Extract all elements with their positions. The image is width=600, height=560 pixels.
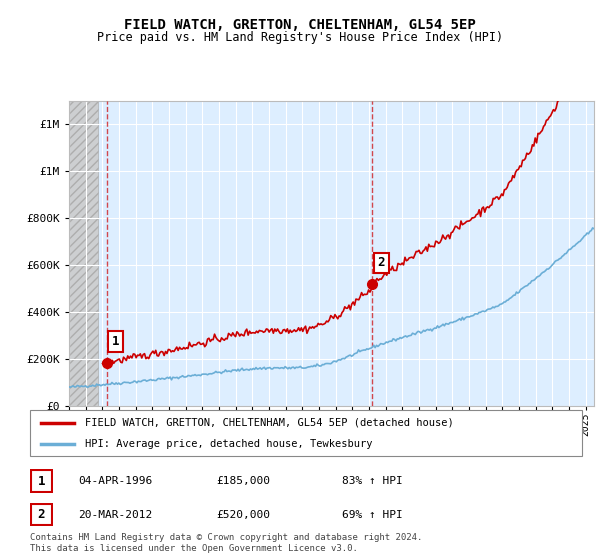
Text: 69% ↑ HPI: 69% ↑ HPI	[342, 510, 403, 520]
Text: FIELD WATCH, GRETTON, CHELTENHAM, GL54 5EP (detached house): FIELD WATCH, GRETTON, CHELTENHAM, GL54 5…	[85, 418, 454, 428]
Text: FIELD WATCH, GRETTON, CHELTENHAM, GL54 5EP: FIELD WATCH, GRETTON, CHELTENHAM, GL54 5…	[124, 18, 476, 32]
Text: 1: 1	[38, 474, 45, 488]
FancyBboxPatch shape	[30, 410, 582, 456]
Bar	[69, 101, 98, 406]
Text: £520,000: £520,000	[216, 510, 270, 520]
Text: HPI: Average price, detached house, Tewkesbury: HPI: Average price, detached house, Tewk…	[85, 439, 373, 449]
Text: 2: 2	[38, 508, 45, 521]
Text: 2: 2	[377, 256, 385, 269]
Text: 04-APR-1996: 04-APR-1996	[78, 476, 152, 486]
Text: 20-MAR-2012: 20-MAR-2012	[78, 510, 152, 520]
Text: 1: 1	[112, 335, 119, 348]
Text: Contains HM Land Registry data © Crown copyright and database right 2024.
This d: Contains HM Land Registry data © Crown c…	[30, 533, 422, 553]
Text: 83% ↑ HPI: 83% ↑ HPI	[342, 476, 403, 486]
Text: £185,000: £185,000	[216, 476, 270, 486]
FancyBboxPatch shape	[31, 470, 52, 492]
FancyBboxPatch shape	[31, 504, 52, 525]
Text: Price paid vs. HM Land Registry's House Price Index (HPI): Price paid vs. HM Land Registry's House …	[97, 31, 503, 44]
